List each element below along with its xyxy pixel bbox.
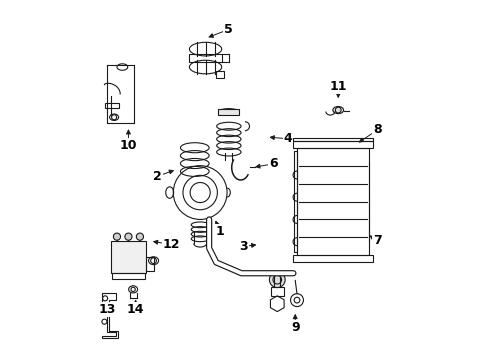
Text: 3: 3 bbox=[239, 240, 247, 253]
Bar bbox=[216, 71, 224, 78]
Bar bbox=[294, 151, 297, 252]
Bar bbox=[293, 138, 373, 141]
Circle shape bbox=[270, 272, 285, 288]
Ellipse shape bbox=[219, 109, 239, 115]
Bar bbox=[112, 273, 145, 279]
Ellipse shape bbox=[333, 107, 343, 114]
Text: 9: 9 bbox=[291, 320, 299, 333]
Bar bbox=[111, 241, 147, 273]
Bar bbox=[271, 287, 284, 296]
Text: 14: 14 bbox=[127, 303, 145, 316]
Circle shape bbox=[136, 233, 144, 240]
Circle shape bbox=[113, 233, 121, 240]
Text: 8: 8 bbox=[373, 123, 382, 136]
Text: 1: 1 bbox=[216, 225, 224, 238]
Text: 6: 6 bbox=[270, 157, 278, 170]
Bar bbox=[293, 141, 373, 148]
Text: 13: 13 bbox=[98, 303, 116, 316]
Bar bbox=[105, 103, 120, 108]
Circle shape bbox=[125, 233, 132, 240]
Bar bbox=[190, 54, 221, 62]
Text: 12: 12 bbox=[163, 238, 180, 251]
Text: 4: 4 bbox=[284, 132, 293, 145]
Text: 11: 11 bbox=[329, 80, 347, 93]
Bar bbox=[219, 109, 239, 116]
Text: 5: 5 bbox=[224, 23, 233, 36]
Text: 7: 7 bbox=[373, 234, 382, 247]
Bar bbox=[293, 255, 373, 262]
Text: 10: 10 bbox=[120, 139, 137, 152]
Bar bbox=[297, 148, 368, 255]
Text: 2: 2 bbox=[153, 170, 162, 183]
Bar bbox=[147, 257, 153, 271]
